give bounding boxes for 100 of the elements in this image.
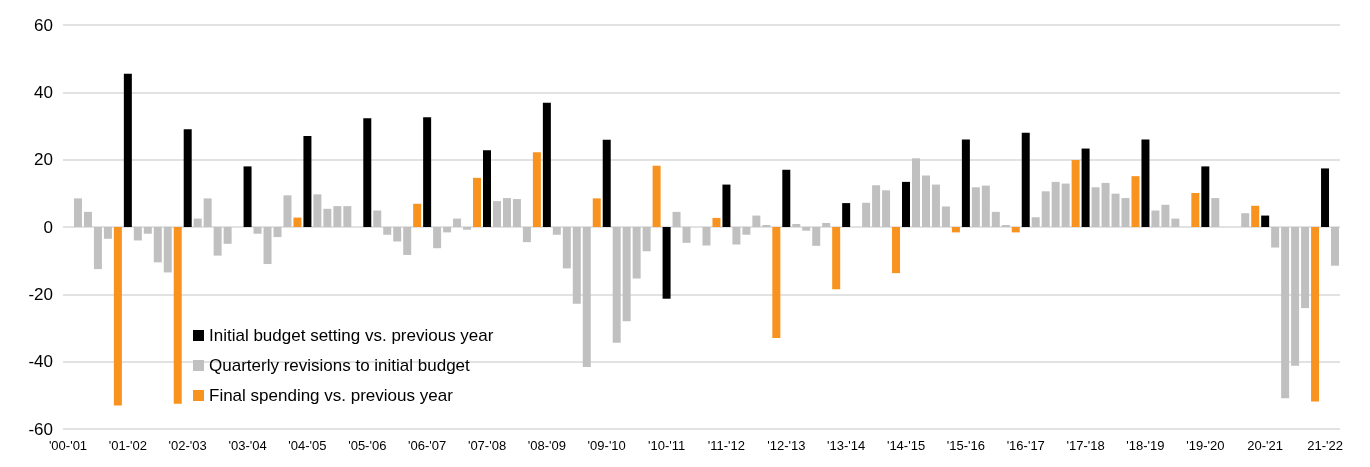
bar bbox=[153, 227, 162, 263]
bar bbox=[163, 227, 172, 273]
bar bbox=[862, 202, 871, 227]
bar bbox=[602, 139, 611, 227]
y-tick-label: 40 bbox=[34, 82, 53, 102]
bar bbox=[961, 139, 970, 227]
bar bbox=[303, 136, 312, 227]
bar bbox=[283, 195, 292, 227]
x-tick-label: '18-'19 bbox=[1126, 438, 1165, 453]
bar bbox=[1051, 181, 1060, 227]
bar bbox=[1201, 166, 1210, 227]
bar bbox=[762, 224, 771, 227]
bar bbox=[702, 227, 711, 246]
x-tick-label: '17-'18 bbox=[1066, 438, 1105, 453]
bar bbox=[143, 227, 152, 234]
bar bbox=[1191, 193, 1200, 227]
x-tick-label: '02-'03 bbox=[168, 438, 207, 453]
bar bbox=[812, 227, 821, 246]
y-tick-label: 60 bbox=[34, 15, 53, 35]
bar bbox=[672, 211, 681, 227]
bar bbox=[393, 227, 402, 242]
bar bbox=[1001, 224, 1010, 227]
bar bbox=[363, 118, 372, 227]
bar bbox=[403, 227, 412, 255]
bar bbox=[343, 206, 352, 227]
bar bbox=[173, 227, 182, 404]
bar bbox=[742, 227, 751, 235]
x-tick-label: '01-'02 bbox=[108, 438, 147, 453]
bar bbox=[1151, 210, 1160, 227]
bar bbox=[1081, 148, 1090, 227]
bar bbox=[732, 227, 741, 245]
bar bbox=[473, 177, 482, 227]
x-tick-label: 20-'21 bbox=[1247, 438, 1284, 453]
bar bbox=[1281, 227, 1290, 399]
x-tick-label: '04-'05 bbox=[288, 438, 327, 453]
bar bbox=[951, 227, 960, 233]
bar bbox=[203, 198, 212, 227]
bar bbox=[662, 227, 671, 299]
bar bbox=[1141, 139, 1150, 227]
bar bbox=[822, 222, 831, 227]
bar bbox=[293, 217, 302, 227]
bar bbox=[532, 152, 541, 227]
bar bbox=[1041, 191, 1050, 227]
bar bbox=[213, 227, 222, 256]
bar bbox=[103, 227, 112, 239]
bar bbox=[1211, 198, 1220, 227]
bar bbox=[552, 227, 561, 235]
bar bbox=[632, 227, 641, 279]
bar bbox=[882, 190, 891, 227]
bar bbox=[1131, 176, 1140, 227]
x-tick-label: '10-'11 bbox=[647, 438, 686, 453]
bar bbox=[902, 181, 911, 227]
bar bbox=[752, 215, 761, 227]
x-tick-label: '09-'10 bbox=[587, 438, 626, 453]
bar bbox=[463, 227, 472, 230]
x-tick-label: '12-'13 bbox=[767, 438, 806, 453]
bar bbox=[1061, 183, 1070, 227]
bar bbox=[443, 227, 452, 233]
bar bbox=[572, 227, 581, 304]
x-tick-label: '07-'08 bbox=[467, 438, 507, 453]
bar bbox=[193, 218, 202, 227]
bar bbox=[842, 203, 851, 227]
x-tick-label: '15-'16 bbox=[946, 438, 985, 453]
bar bbox=[981, 185, 990, 227]
bar bbox=[1311, 227, 1320, 402]
bar bbox=[1021, 132, 1030, 227]
bar bbox=[622, 227, 631, 322]
bar bbox=[313, 194, 322, 227]
bar bbox=[1171, 218, 1180, 227]
bar bbox=[73, 198, 82, 227]
x-tick-label: '14-'15 bbox=[886, 438, 926, 453]
bar bbox=[612, 227, 621, 343]
legend-label: Quarterly revisions to initial budget bbox=[209, 356, 471, 375]
bar bbox=[1091, 187, 1100, 227]
x-tick-label: '06-'07 bbox=[408, 438, 447, 453]
x-tick-label: '11-'12 bbox=[707, 438, 746, 453]
bar bbox=[253, 227, 262, 234]
bar bbox=[562, 227, 571, 269]
x-tick-label: '03-'04 bbox=[228, 438, 267, 453]
bar bbox=[652, 165, 661, 227]
y-tick-label: -60 bbox=[28, 419, 53, 439]
x-tick-label: '08-'09 bbox=[527, 438, 566, 453]
bar bbox=[832, 227, 841, 290]
y-tick-label: 20 bbox=[34, 150, 53, 170]
bar bbox=[931, 184, 940, 227]
bar bbox=[1251, 205, 1260, 227]
bar bbox=[542, 102, 551, 227]
bar bbox=[433, 227, 442, 249]
bar bbox=[892, 227, 901, 274]
bar bbox=[83, 211, 92, 227]
legend-label: Final spending vs. previous year bbox=[209, 386, 454, 405]
bar bbox=[912, 158, 920, 227]
bar bbox=[1321, 168, 1330, 227]
bar bbox=[1261, 215, 1270, 227]
bar bbox=[413, 203, 422, 227]
bar bbox=[1241, 213, 1250, 227]
bar bbox=[582, 227, 591, 368]
bar bbox=[373, 210, 382, 227]
bar bbox=[383, 227, 392, 235]
bar bbox=[1111, 193, 1120, 227]
